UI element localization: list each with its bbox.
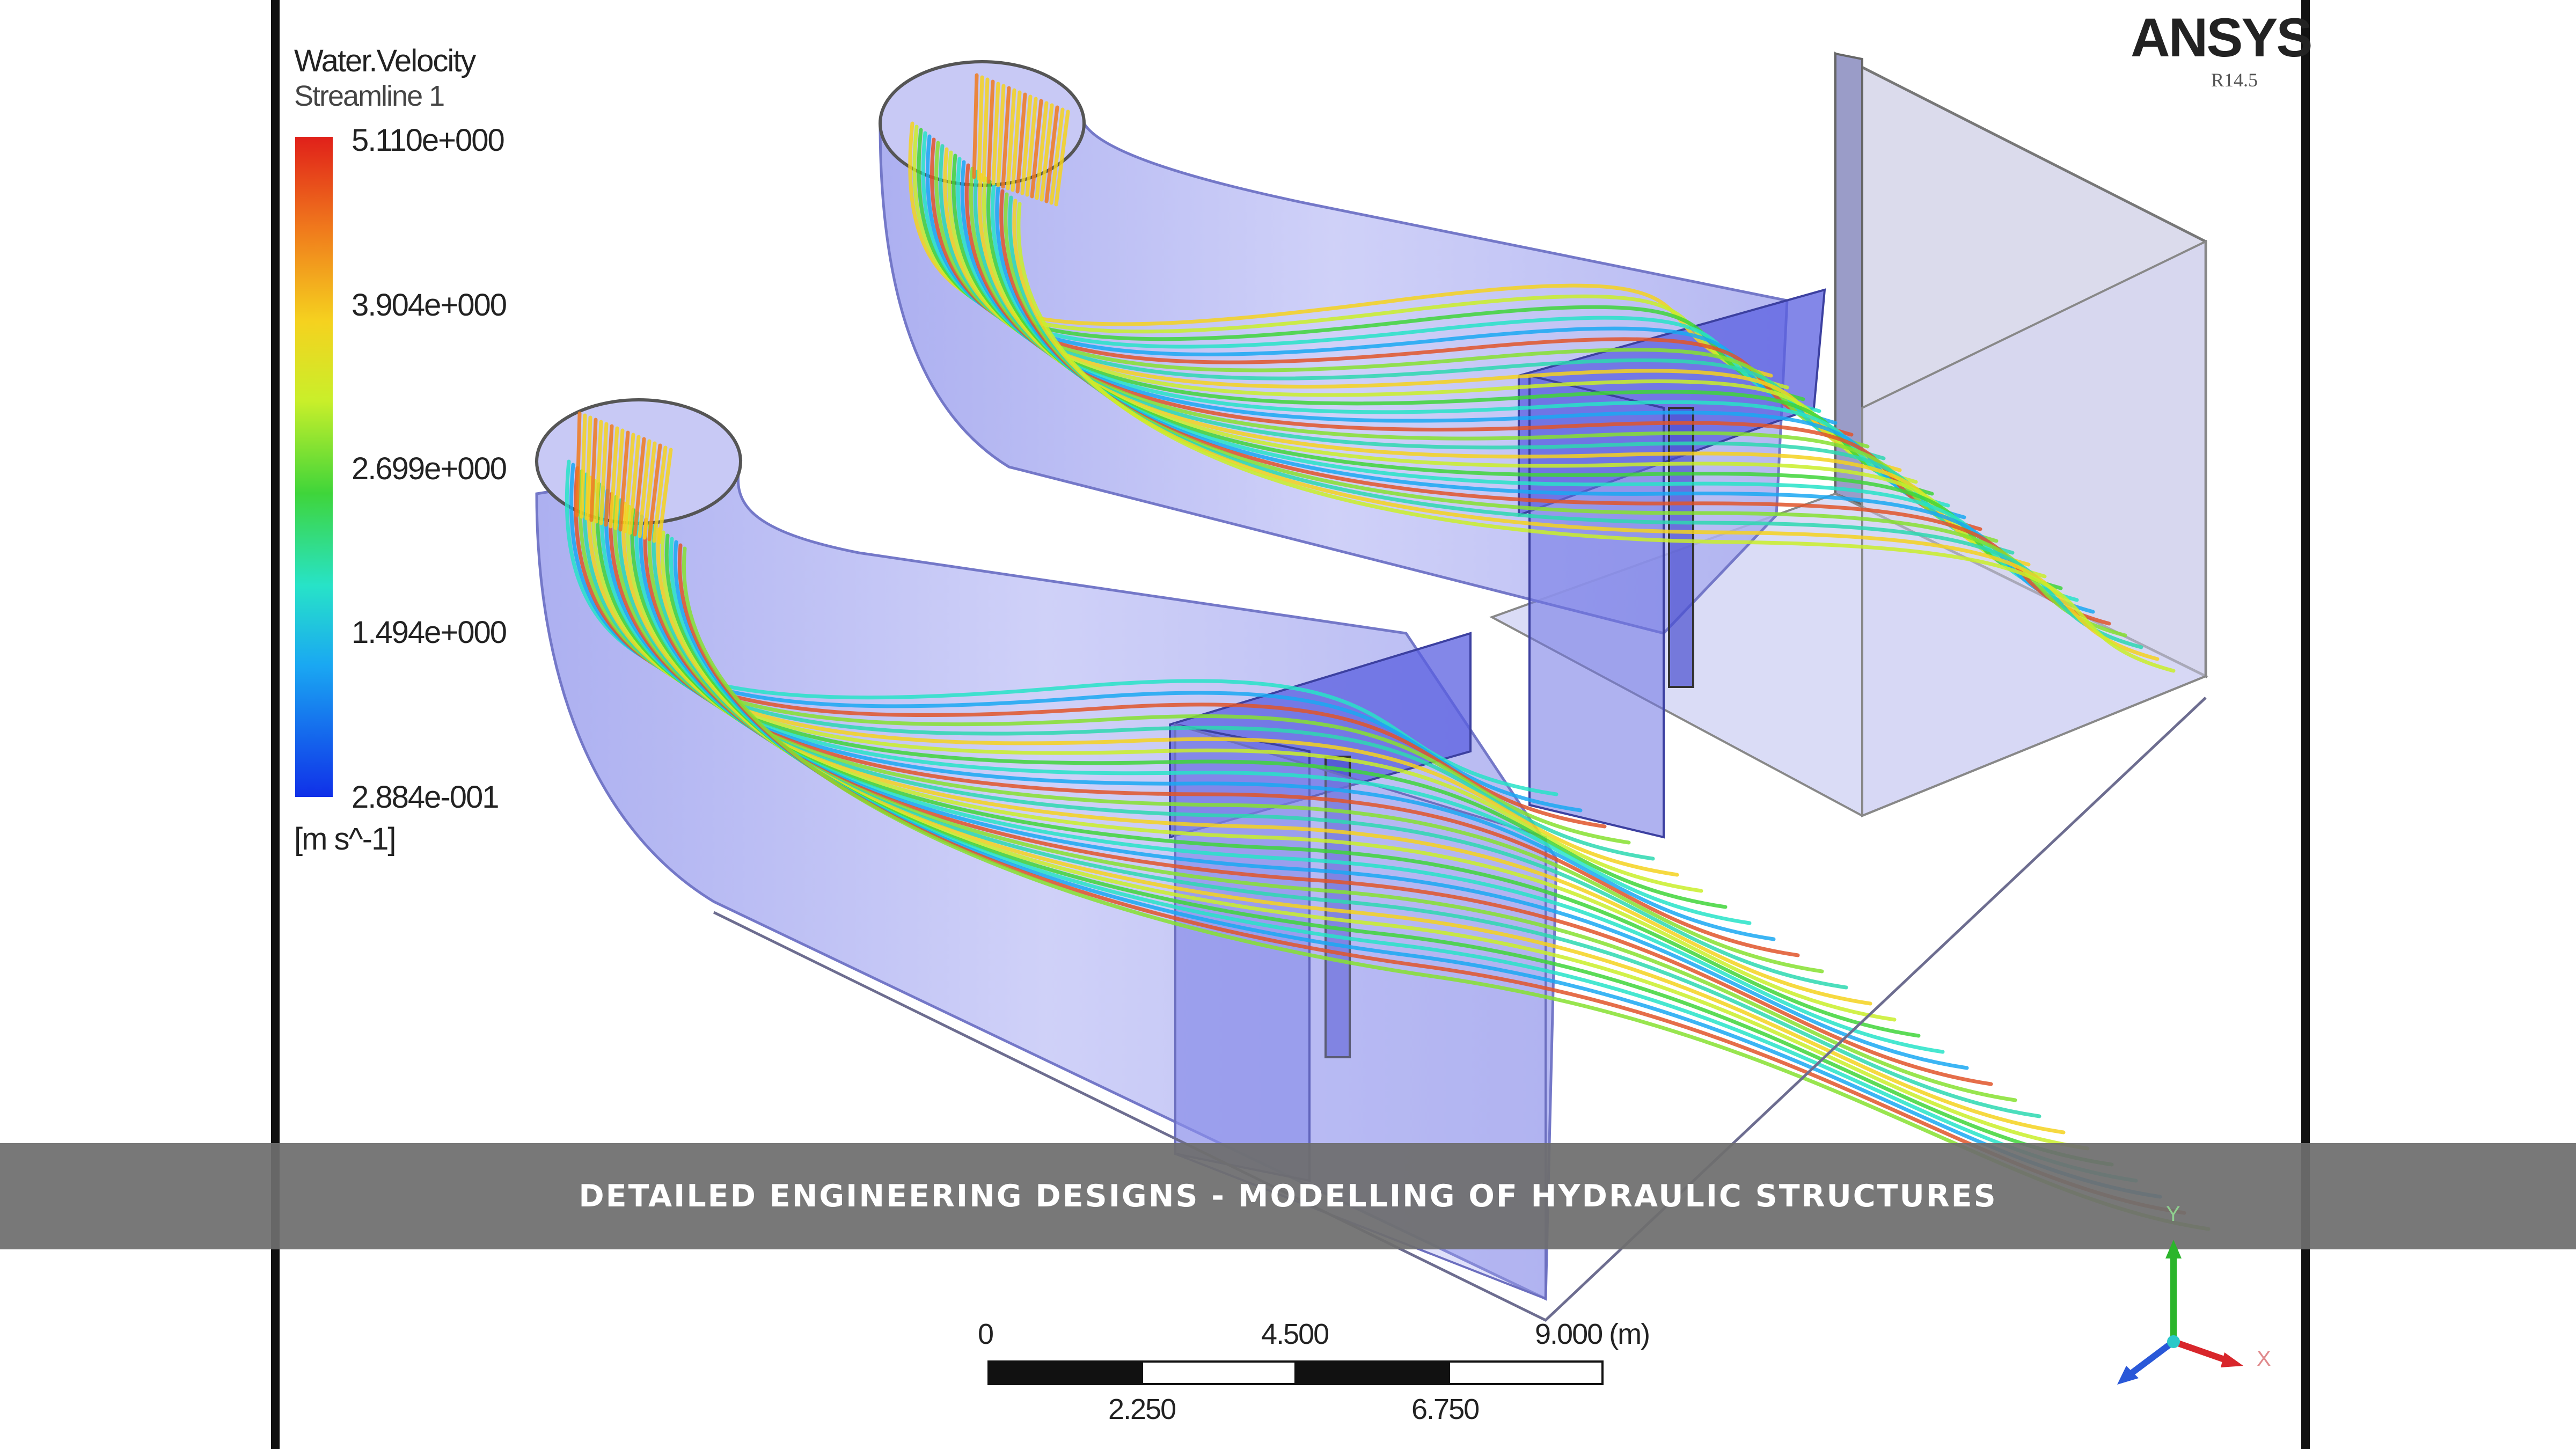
streamline [1035,101,1049,200]
streamline [657,448,673,545]
ansys-logo: ANSYS [2131,7,2312,68]
streamline [1030,99,1043,199]
streamline [1006,88,1016,191]
streamline [633,437,646,537]
scale-segment-3 [1294,1360,1450,1385]
streamline [580,413,587,519]
streamline [1025,97,1038,197]
streamline [638,439,652,538]
streamline [587,475,1679,877]
streamline [1001,86,1011,189]
streamline [575,411,582,517]
streamline [591,479,1703,893]
caption-banner: DETAILED ENGINEERING DESIGNS - MODELLING… [0,1143,2576,1249]
x-axis-label: X [2257,1347,2271,1371]
streamline [977,75,984,181]
streamline [1054,109,1070,207]
y-axis-label: Y [2166,1202,2180,1226]
streamline [982,77,990,182]
scale-label-2250: 2.250 [1108,1393,1176,1425]
streamline [584,415,592,521]
scale-segment-1 [987,1360,1143,1385]
scale-label-0: 0 [978,1318,994,1350]
velocity-streamlines [565,73,2211,1231]
legend-value-2: 3.904e+000 [352,288,507,323]
streamline [647,443,662,541]
legend-variable: Water.Velocity [294,43,476,78]
right-frame-line [2301,0,2310,1449]
streamline [1016,202,2176,673]
axis-triad [2117,1240,2243,1385]
streamline [609,426,619,529]
streamline [623,433,635,533]
z-axis-line [2128,1339,2176,1377]
streamline [986,79,995,184]
scale-segment-2 [1141,1360,1297,1385]
legend-value-3: 2.699e+000 [352,451,507,486]
streamline [578,469,1631,845]
legend-colorbar [295,137,333,797]
streamline [613,428,625,530]
ansys-version: R14.5 [2211,69,2258,91]
streamline [1040,103,1054,202]
streamline [599,422,609,525]
streamline [582,472,1655,861]
streamline [589,418,598,522]
caption-text: DETAILED ENGINEERING DESIGNS - MODELLING… [579,1179,1997,1214]
streamline [991,82,1000,186]
streamline [972,73,979,179]
scale-segment-4 [1448,1360,1604,1385]
legend-value-max: 5.110e+000 [352,123,505,158]
streamline [642,441,657,540]
streamline [652,445,668,543]
streamline [574,466,1607,829]
z-axis-arrow [2117,1366,2139,1385]
streamline [1020,94,1033,195]
streamline [996,84,1006,187]
x-axis-arrow [2221,1352,2243,1367]
streamline [1015,92,1027,194]
floor-edge [713,697,2207,1322]
legend-value-min: 2.884e-001 [352,780,499,815]
legend-value-4: 1.494e+000 [352,615,507,650]
streamline [1011,90,1022,192]
streamline [628,435,641,535]
legend-object: Streamline 1 [294,80,445,112]
streamline [1044,105,1059,203]
left-frame-line [271,0,280,1449]
scale-label-9000: 9.000 (m) [1535,1318,1650,1350]
streamline [1049,107,1065,205]
streamline [604,424,614,527]
streamline [618,430,630,532]
scale-label-6750: 6.750 [1411,1393,1480,1425]
streamline [594,420,603,524]
x-axis-line [2172,1338,2228,1364]
scale-label-4500: 4.500 [1261,1318,1329,1350]
legend-unit: [m s^-1] [294,822,396,857]
y-axis-arrow [2165,1240,2182,1258]
